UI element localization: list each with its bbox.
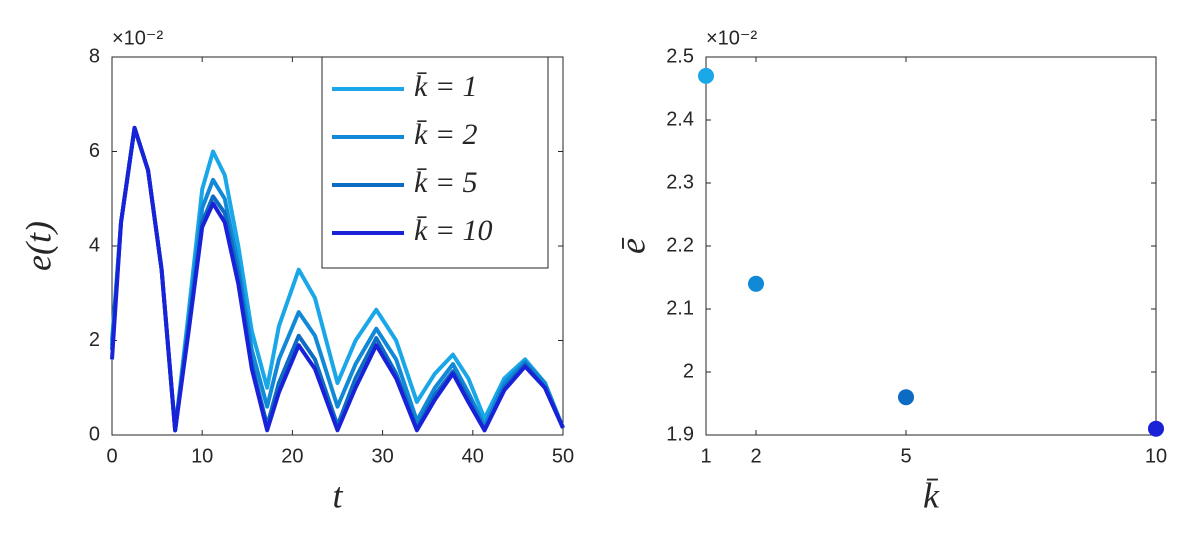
y-exponent: ×10⁻² xyxy=(112,27,163,49)
y-axis-label: ē xyxy=(612,237,652,254)
x-tick-label: 1 xyxy=(700,445,711,467)
axes-box xyxy=(705,56,1157,436)
x-axis-label: t xyxy=(332,475,343,515)
legend-label: k̄ = 2 xyxy=(414,118,478,151)
point xyxy=(748,275,764,292)
legend-label: k̄ = 10 xyxy=(414,214,493,247)
point xyxy=(898,389,914,406)
x-tick-label: 5 xyxy=(900,445,911,467)
y-tick-label: 6 xyxy=(89,140,100,162)
y-tick-label: 2 xyxy=(683,360,694,382)
y-tick-label: 2.1 xyxy=(666,297,694,319)
point xyxy=(1148,420,1164,437)
x-tick-label: 10 xyxy=(1145,445,1167,467)
x-tick-label: 40 xyxy=(462,445,484,467)
x-tick-label: 0 xyxy=(106,445,117,467)
point xyxy=(698,67,714,84)
y-tick-label: 2 xyxy=(89,329,100,351)
x-tick-label: 10 xyxy=(191,445,213,467)
legend-label: k̄ = 1 xyxy=(414,70,478,103)
y-tick-label: 2.2 xyxy=(666,234,694,256)
y-tick-label: 4 xyxy=(89,234,100,256)
x-axis-label: k̄ xyxy=(923,475,940,515)
x-tick-label: 50 xyxy=(552,445,574,467)
y-tick-label: 8 xyxy=(89,45,100,67)
y-tick-label: 2.3 xyxy=(666,171,694,193)
x-tick-label: 2 xyxy=(750,445,761,467)
y-tick-label: 1.9 xyxy=(666,423,694,445)
y-tick-label: 0 xyxy=(89,423,100,445)
x-tick-label: 20 xyxy=(281,445,303,467)
x-tick-label: 30 xyxy=(371,445,393,467)
y-tick-label: 2.5 xyxy=(666,45,694,67)
series-line xyxy=(110,125,565,433)
y-tick-label: 2.4 xyxy=(666,108,694,130)
y-axis-label: e(t) xyxy=(18,221,58,271)
legend-label: k̄ = 5 xyxy=(414,166,478,199)
y-exponent: ×10⁻² xyxy=(706,27,757,49)
